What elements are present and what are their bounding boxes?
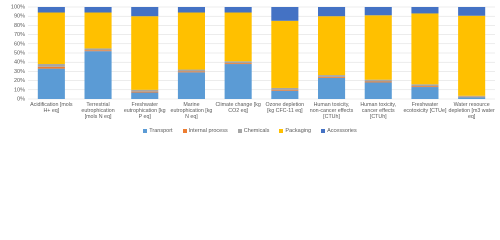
bar-segment bbox=[224, 63, 252, 65]
legend-item: Transport bbox=[143, 128, 173, 134]
bar-segment bbox=[411, 84, 439, 87]
bar-segment bbox=[411, 7, 439, 14]
bar-segment bbox=[271, 89, 299, 91]
y-tick-label: 70% bbox=[14, 32, 25, 38]
bar-segment bbox=[411, 13, 439, 85]
bar-segment bbox=[37, 12, 65, 65]
bar-segment bbox=[318, 75, 346, 77]
x-tick-label: Acidification [mols H+ eq] bbox=[30, 102, 73, 115]
bar-segment bbox=[318, 77, 346, 99]
bar-segment bbox=[177, 69, 205, 72]
bar-segment bbox=[37, 64, 65, 67]
bar-segment bbox=[131, 89, 159, 92]
bar-segment bbox=[177, 72, 205, 99]
bar-segment bbox=[37, 68, 65, 99]
y-tick-label: 10% bbox=[14, 87, 25, 93]
bar-segment bbox=[364, 81, 392, 83]
legend-item: Accessories bbox=[321, 128, 357, 134]
bar-segment bbox=[84, 7, 112, 13]
legend-label: Internal process bbox=[188, 128, 228, 134]
bar-segment bbox=[271, 87, 299, 90]
legend-item: Packaging bbox=[279, 128, 311, 134]
y-tick-label: 50% bbox=[14, 50, 25, 56]
x-tick-label: Climate change [kg CO2 eq] bbox=[215, 102, 261, 115]
bar-segment bbox=[37, 66, 65, 69]
x-tick-label: Water resource depletion [m3 water eq] bbox=[448, 102, 495, 121]
bar-segment bbox=[458, 15, 486, 96]
legend-item: Chemicals bbox=[237, 128, 270, 134]
bar-segment bbox=[224, 64, 252, 99]
bar-segment bbox=[271, 20, 299, 88]
bar-segment bbox=[271, 90, 299, 99]
x-tick-label: Human toxicity, non-cancer effects [CTUh… bbox=[309, 102, 354, 121]
y-tick-label: 0% bbox=[17, 96, 25, 102]
bar-segment bbox=[177, 71, 205, 73]
bar-segment bbox=[318, 16, 346, 76]
y-tick-label: 20% bbox=[14, 78, 25, 84]
legend-swatch bbox=[237, 129, 242, 133]
x-tick-label: Freshwater eutrophication [kg P eq] bbox=[123, 102, 166, 121]
x-tick-label: Human toxicity, cancer effects [CTUh] bbox=[360, 102, 397, 121]
bar-segment bbox=[224, 7, 252, 13]
bar-segment bbox=[411, 87, 439, 99]
bar-segment bbox=[131, 7, 159, 17]
y-tick-label: 100% bbox=[11, 4, 25, 10]
bar-segment bbox=[458, 7, 486, 16]
legend-swatch bbox=[182, 129, 187, 133]
bar-segment bbox=[458, 97, 486, 99]
y-tick-label: 30% bbox=[14, 69, 25, 75]
bar-segment bbox=[37, 7, 65, 13]
bar-segment bbox=[271, 7, 299, 21]
legend-label: Transport bbox=[149, 128, 173, 134]
x-tick-label: Ozone depletion [kg CFC-11 eq] bbox=[265, 102, 305, 115]
legend-swatch bbox=[143, 129, 148, 133]
bar-segment bbox=[131, 92, 159, 99]
bar-segment bbox=[318, 7, 346, 17]
chart: 0% 10% 20% 30% 40% 50% 60% 70% 80% 90% 100% Transp… bbox=[0, 4, 500, 134]
bar-segment bbox=[84, 51, 112, 99]
bar-segment bbox=[224, 12, 252, 62]
bar-segment bbox=[318, 76, 346, 78]
legend-item: Internal process bbox=[182, 128, 228, 134]
legend: Transport Internal process Chemicals Packag… bbox=[0, 128, 500, 134]
bar-segment bbox=[84, 48, 112, 51]
y-tick-label: 90% bbox=[14, 14, 25, 20]
bar-segment bbox=[131, 91, 159, 93]
bar-segment bbox=[364, 7, 392, 16]
legend-label: Packaging bbox=[285, 128, 312, 134]
legend-swatch bbox=[279, 129, 284, 133]
plot: 0% 10% 20% 30% 40% 50% 60% 70% 80% 90% 100% bbox=[11, 4, 495, 102]
bar-segment bbox=[364, 15, 392, 80]
legend-label: Chemicals bbox=[243, 128, 270, 134]
x-tick-label: Marine eutrophication [kg N eq] bbox=[170, 102, 213, 121]
bar-segment bbox=[458, 95, 486, 97]
x-tick-label: Freshwater ecotoxicity [CTUe] bbox=[403, 102, 447, 115]
bar-segment bbox=[364, 82, 392, 99]
bar-segment bbox=[224, 61, 252, 64]
y-tick-label: 60% bbox=[14, 41, 25, 47]
legend-label: Accessories bbox=[327, 128, 357, 134]
legend-swatch bbox=[321, 129, 326, 133]
y-tick-label: 40% bbox=[14, 60, 25, 66]
bar-segment bbox=[177, 12, 205, 70]
bar-segment bbox=[411, 86, 439, 88]
bar-segment bbox=[131, 16, 159, 90]
bar-segment bbox=[177, 7, 205, 13]
x-tick-label: Terrestrial eutrophication [mols N eq] bbox=[81, 102, 115, 121]
bar-segment bbox=[364, 79, 392, 82]
y-tick-label: 80% bbox=[14, 23, 25, 29]
bar-segment bbox=[84, 12, 112, 49]
bar-segment bbox=[84, 50, 112, 52]
